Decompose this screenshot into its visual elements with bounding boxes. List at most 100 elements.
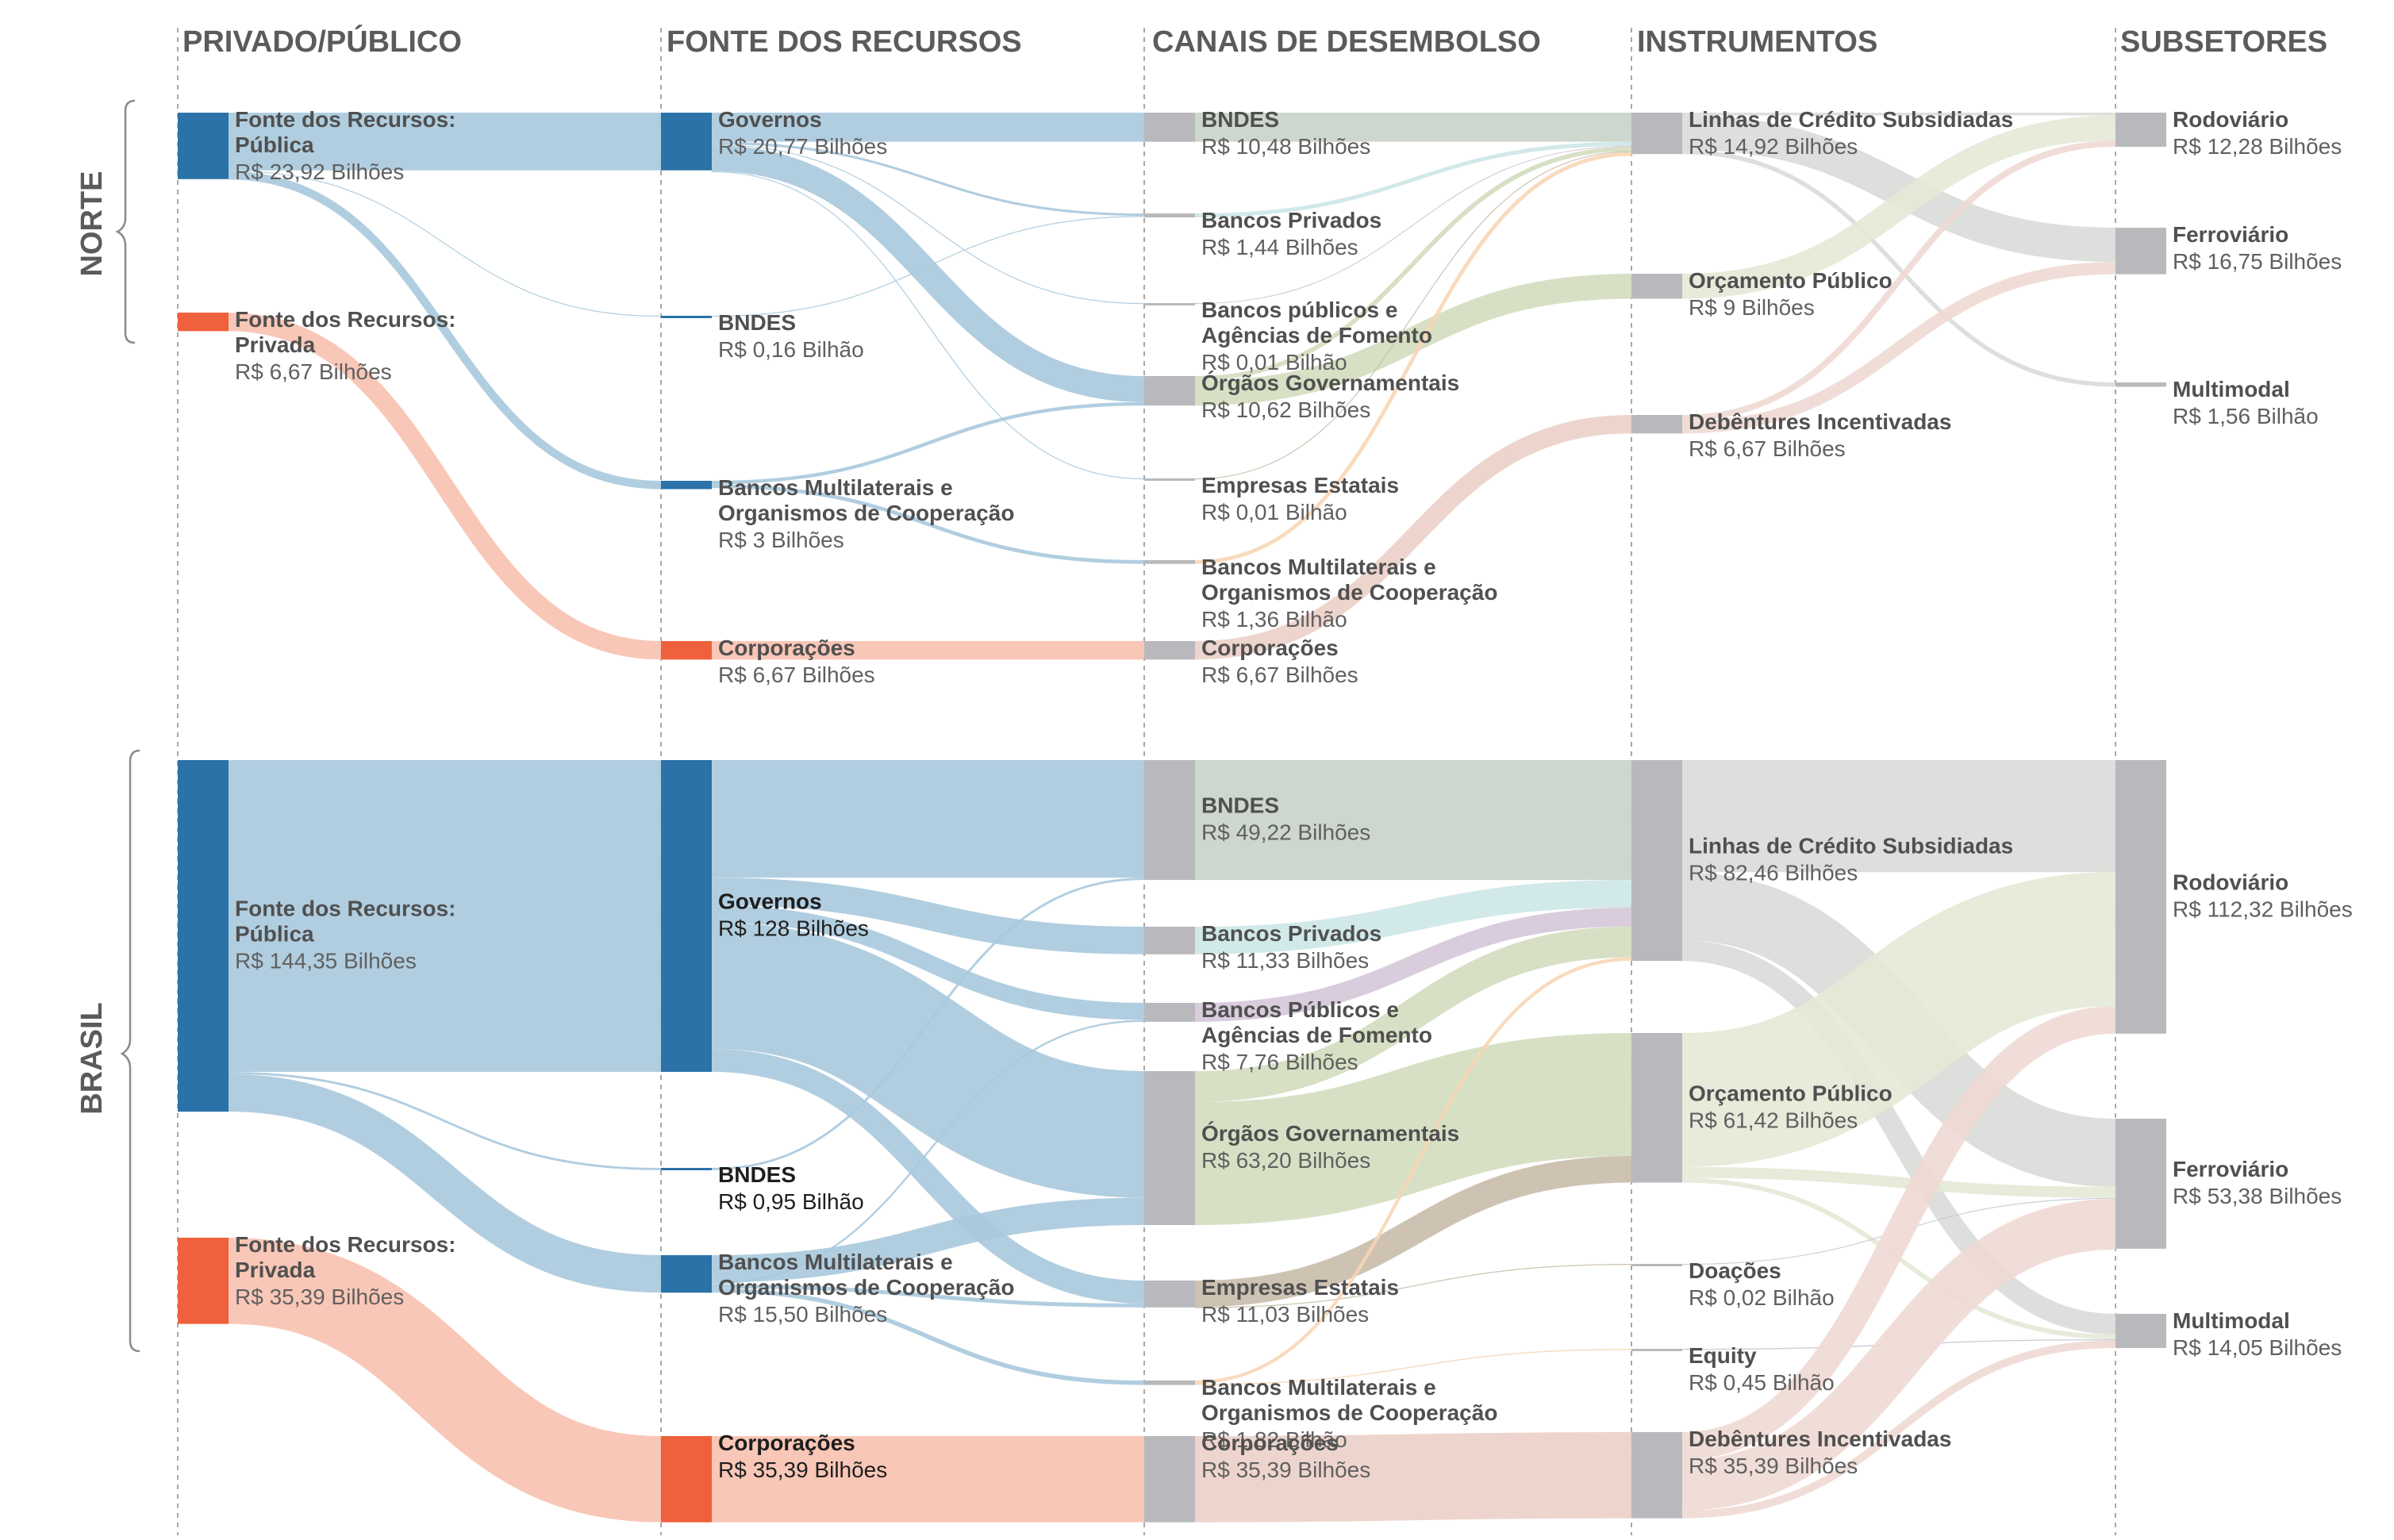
node-bar-multiC <box>1144 560 1195 564</box>
flow-linI-to-mulS <box>1681 149 2116 387</box>
node-label-line2-multiC: Organismos de Cooperação <box>1201 1400 1497 1425</box>
node-value-doaI: R$ 0,02 Bilhão <box>1689 1285 1835 1310</box>
node-label-multiC: Bancos Multilaterais e <box>1201 555 1436 579</box>
node-label-linI: Linhas de Crédito Subsidiadas <box>1689 107 2013 132</box>
node-bar-estC <box>1144 1281 1195 1308</box>
node-label-debI: Debêntures Incentivadas <box>1689 1427 1951 1451</box>
node-label-corpC: Corporações <box>1201 636 1339 660</box>
node-label-multiS: Bancos Multilaterais e <box>718 475 953 500</box>
node-value-bndesS: R$ 0,95 Bilhão <box>718 1189 864 1214</box>
flow-linI-to-mulS <box>1681 940 2116 1335</box>
node-value-linI: R$ 14,92 Bilhões <box>1689 134 1858 159</box>
node-bar-mulS <box>2115 1314 2166 1349</box>
flow-bndesS-to-privbC <box>711 216 1145 317</box>
node-value-estC: R$ 0,01 Bilhão <box>1201 500 1347 524</box>
flow-multiS-to-pubbC <box>711 1020 1145 1285</box>
header-instrumentos: INSTRUMENTOS <box>1637 25 1877 59</box>
node-value-linI: R$ 82,46 Bilhões <box>1689 861 1858 885</box>
node-value-orgC: R$ 63,20 Bilhões <box>1201 1148 1370 1173</box>
node-value-rodS: R$ 112,32 Bilhões <box>2173 897 2353 921</box>
node-bar-debI <box>1631 1432 1682 1519</box>
flow-gov-to-estC <box>711 171 1145 480</box>
flow-debI-to-mulS <box>1681 1340 2116 1519</box>
brasil-flows <box>228 759 2117 1523</box>
node-value-orgC: R$ 10,62 Bilhões <box>1201 397 1370 422</box>
region-labels: NORTE BRASIL <box>75 99 140 1353</box>
node-value-ferS: R$ 16,75 Bilhões <box>2173 249 2342 274</box>
node-label-pubbC: Bancos públicos e <box>1201 298 1397 322</box>
flow-orcI-to-rodS <box>1681 115 2116 299</box>
node-label-priv: Fonte dos Recursos: <box>235 307 455 332</box>
flow-pubbC-to-linI <box>1194 907 1632 1022</box>
header-subsetores: SUBSETORES <box>2120 25 2327 59</box>
node-label-bndesS: BNDES <box>718 310 796 335</box>
node-value-orcI: R$ 9 Bilhões <box>1689 295 1815 320</box>
node-bar-mulS <box>2115 382 2166 387</box>
node-label-line2-multiC: Organismos de Cooperação <box>1201 580 1497 605</box>
node-value-pubbC: R$ 7,76 Bilhões <box>1201 1050 1358 1074</box>
node-label-mulS: Multimodal <box>2173 1308 2290 1333</box>
flow-pub-to-bndesS <box>228 1071 662 1170</box>
node-value-orcI: R$ 61,42 Bilhões <box>1689 1108 1858 1132</box>
node-value-priv: R$ 6,67 Bilhões <box>235 359 392 384</box>
node-bar-ferS <box>2115 1119 2166 1249</box>
node-bar-priv <box>178 313 229 332</box>
node-bar-linI <box>1631 113 1682 155</box>
flow-multiC-to-linI <box>1194 957 1632 1384</box>
node-bar-corpS <box>661 1436 712 1523</box>
node-value-bndesC: R$ 10,48 Bilhões <box>1201 134 1370 159</box>
flow-priv-to-corpS <box>228 312 662 660</box>
node-bar-estC <box>1144 478 1195 481</box>
node-label-corpC: Corporações <box>1201 1431 1339 1455</box>
flow-debI-to-ferS <box>1681 262 2116 434</box>
node-label-multiC: Bancos Multilaterais e <box>1201 1375 1436 1400</box>
node-bar-bndesS <box>661 1168 712 1170</box>
node-value-eqI: R$ 0,45 Bilhão <box>1689 1370 1835 1395</box>
node-bar-doaI <box>1631 1264 1682 1266</box>
flow-multiS-to-multiC <box>711 1288 1145 1385</box>
node-label-linI: Linhas de Crédito Subsidiadas <box>1689 834 2013 858</box>
flow-bndesS-to-bndesC <box>711 878 1145 1170</box>
node-label-line2-pub: Pública <box>235 922 314 947</box>
node-bar-orcI <box>1631 1033 1682 1183</box>
flow-multiS-to-orgC <box>711 1197 1145 1283</box>
node-value-privbC: R$ 1,44 Bilhões <box>1201 235 1358 259</box>
node-label-rodS: Rodoviário <box>2173 107 2288 132</box>
node-bar-pub <box>178 760 229 1112</box>
node-label-corpS: Corporações <box>718 636 855 660</box>
flow-pub-to-multiS <box>228 1073 662 1293</box>
node-label-corpS: Corporações <box>718 1431 855 1455</box>
node-bar-multiS <box>661 481 712 490</box>
flow-orgC-to-linI <box>1194 926 1632 1102</box>
flow-orcI-to-ferS <box>1681 1166 2116 1198</box>
node-value-mulS: R$ 1,56 Bilhão <box>2173 404 2319 428</box>
flow-multiS-to-estC <box>711 1284 1145 1308</box>
node-bar-ferS <box>2115 228 2166 275</box>
region-label-brasil: BRASIL <box>75 1002 109 1114</box>
column-headers: PRIVADO/PÚBLICO FONTE DOS RECURSOS CANAI… <box>183 24 2327 59</box>
node-bar-rodS <box>2115 760 2166 1034</box>
node-bar-bndesS <box>661 316 712 318</box>
node-value-pub: R$ 144,35 Bilhões <box>235 949 417 974</box>
node-bar-orgC <box>1144 376 1195 406</box>
node-bar-pubbC <box>1144 1003 1195 1022</box>
flow-gov-to-orgC <box>711 145 1145 402</box>
node-label-bndesC: BNDES <box>1201 107 1279 132</box>
node-label-orgC: Órgãos Governamentais <box>1201 1121 1459 1146</box>
node-label-priv: Fonte dos Recursos: <box>235 1232 455 1257</box>
node-bar-eqI <box>1631 1349 1682 1351</box>
node-value-bndesS: R$ 0,16 Bilhão <box>718 337 864 362</box>
node-label-bndesS: BNDES <box>718 1162 796 1187</box>
norte-brace <box>115 99 136 344</box>
node-value-debI: R$ 6,67 Bilhões <box>1689 436 1846 461</box>
node-label-line2-multiS: Organismos de Cooperação <box>718 1275 1014 1300</box>
node-bar-priv <box>178 1238 229 1324</box>
node-label-gov: Governos <box>718 107 822 132</box>
node-bar-privbC <box>1144 927 1195 954</box>
flow-privbC-to-linI <box>1194 141 1632 218</box>
node-bar-rodS <box>2115 113 2166 147</box>
flow-privbC-to-linI <box>1194 880 1632 954</box>
flow-multiC-to-eqI <box>1194 1348 1632 1385</box>
